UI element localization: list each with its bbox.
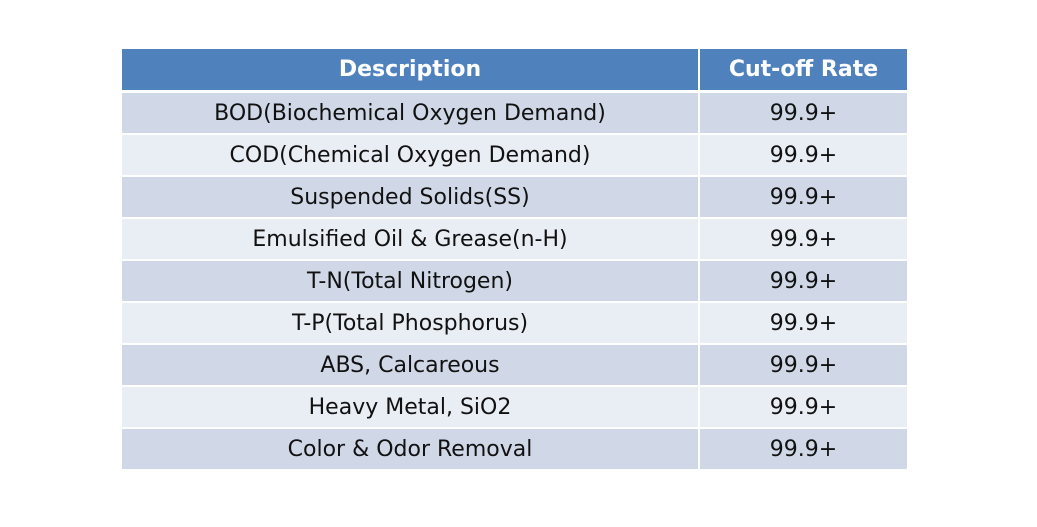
description-cell: Color & Odor Removal bbox=[122, 428, 700, 469]
header-cutoff-rate: Cut-off Rate bbox=[699, 49, 907, 93]
rate-cell: 99.9+ bbox=[699, 344, 907, 387]
description-cell: Suspended Solids(SS) bbox=[122, 176, 700, 219]
table-row: Color & Odor Removal 99.9+ bbox=[122, 428, 907, 469]
rate-cell: 99.9+ bbox=[699, 91, 907, 135]
table-row: Emulsified Oil & Grease(n-H) 99.9+ bbox=[122, 218, 907, 261]
cutoff-rate-table-container: Description Cut-off Rate BOD(Biochemical… bbox=[122, 49, 907, 469]
table-row: BOD(Biochemical Oxygen Demand) 99.9+ bbox=[122, 91, 907, 135]
description-cell: COD(Chemical Oxygen Demand) bbox=[122, 134, 700, 177]
rate-cell: 99.9+ bbox=[699, 218, 907, 261]
table-row: Suspended Solids(SS) 99.9+ bbox=[122, 176, 907, 219]
table-row: ABS, Calcareous 99.9+ bbox=[122, 344, 907, 387]
table-header-row: Description Cut-off Rate bbox=[122, 49, 907, 93]
table-row: Heavy Metal, SiO2 99.9+ bbox=[122, 386, 907, 429]
rate-cell: 99.9+ bbox=[699, 386, 907, 429]
cutoff-rate-table: Description Cut-off Rate BOD(Biochemical… bbox=[122, 49, 907, 469]
table-row: COD(Chemical Oxygen Demand) 99.9+ bbox=[122, 134, 907, 177]
rate-cell: 99.9+ bbox=[699, 302, 907, 345]
description-cell: T-N(Total Nitrogen) bbox=[122, 260, 700, 303]
description-cell: Heavy Metal, SiO2 bbox=[122, 386, 700, 429]
rate-cell: 99.9+ bbox=[699, 260, 907, 303]
table-row: T-N(Total Nitrogen) 99.9+ bbox=[122, 260, 907, 303]
table-row: T-P(Total Phosphorus) 99.9+ bbox=[122, 302, 907, 345]
description-cell: BOD(Biochemical Oxygen Demand) bbox=[122, 91, 700, 135]
header-description: Description bbox=[122, 49, 700, 93]
description-cell: Emulsified Oil & Grease(n-H) bbox=[122, 218, 700, 261]
description-cell: T-P(Total Phosphorus) bbox=[122, 302, 700, 345]
description-cell: ABS, Calcareous bbox=[122, 344, 700, 387]
rate-cell: 99.9+ bbox=[699, 428, 907, 469]
rate-cell: 99.9+ bbox=[699, 176, 907, 219]
rate-cell: 99.9+ bbox=[699, 134, 907, 177]
